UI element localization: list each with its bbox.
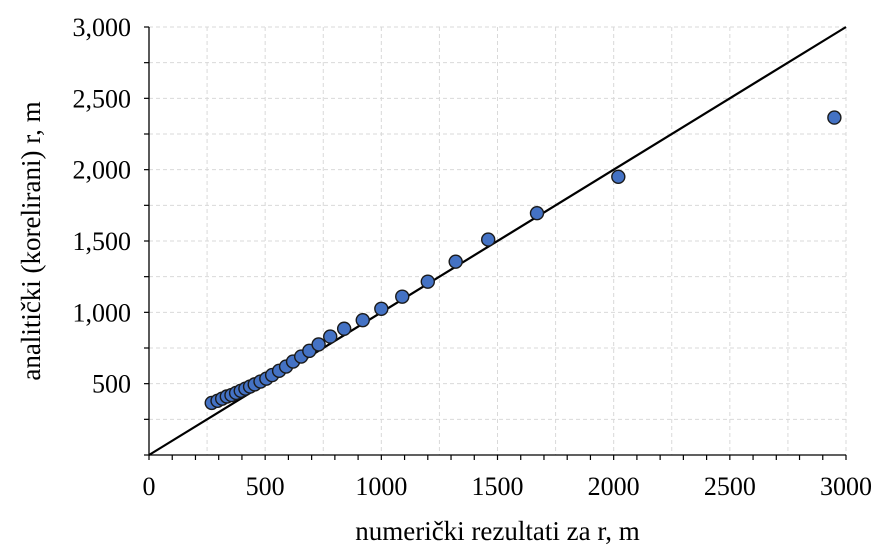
y-tick-label: 1,000 — [73, 298, 132, 327]
data-point — [312, 338, 325, 351]
y-tick-label: 500 — [92, 370, 131, 399]
y-tick-label: 2,000 — [73, 156, 132, 185]
x-tick-label: 2000 — [588, 472, 640, 501]
x-tick-label: 1000 — [355, 472, 407, 501]
y-tick-label: 1,500 — [73, 227, 132, 256]
data-point — [449, 255, 462, 268]
data-points — [205, 111, 841, 409]
x-tick-label: 500 — [246, 472, 285, 501]
data-point — [324, 330, 337, 343]
data-point — [338, 322, 351, 335]
data-point — [396, 290, 409, 303]
y-axis-title: analitički (korelirani) r, m — [16, 101, 46, 380]
x-tick-label: 0 — [143, 472, 156, 501]
data-point — [356, 314, 369, 327]
data-point — [375, 302, 388, 315]
x-tick-label: 3000 — [820, 472, 872, 501]
data-point — [482, 233, 495, 246]
x-axis-title: numerički rezultati za r, m — [355, 516, 640, 546]
x-tick-label: 1500 — [472, 472, 524, 501]
data-point — [421, 275, 434, 288]
data-point — [530, 207, 543, 220]
data-point — [828, 111, 841, 124]
y-tick-label: 2,500 — [73, 84, 132, 113]
x-tick-label: 2500 — [704, 472, 756, 501]
data-point — [612, 170, 625, 183]
y-tick-label: 3,000 — [73, 13, 132, 42]
